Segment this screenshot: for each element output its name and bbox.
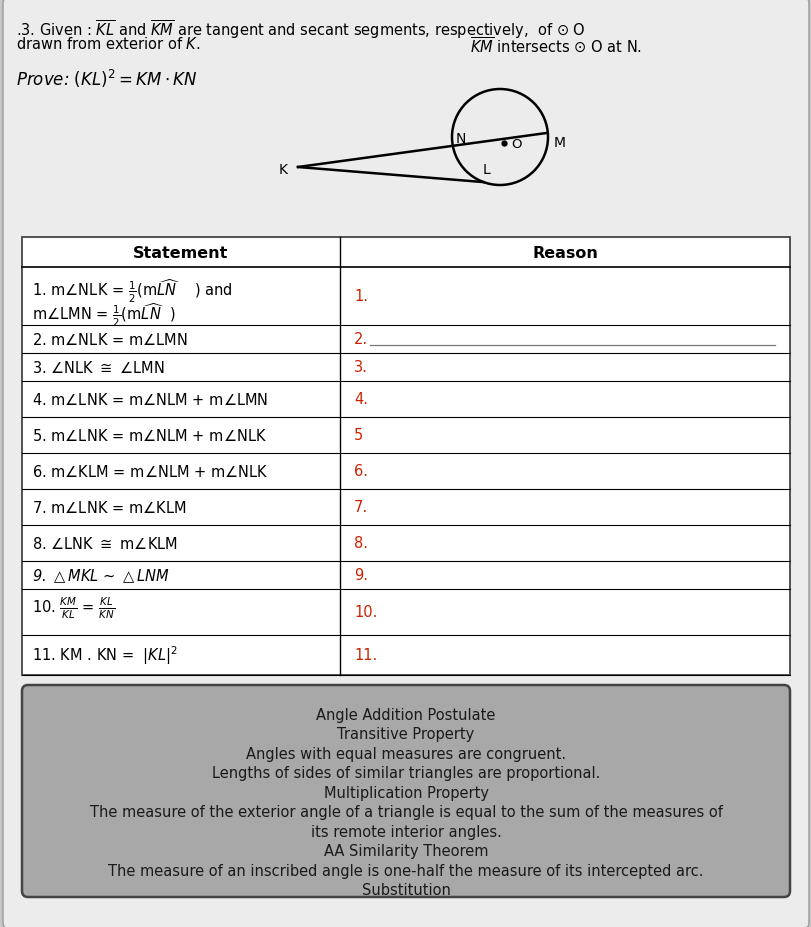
FancyBboxPatch shape: [22, 685, 790, 897]
Text: 10. $\frac{KM}{KL}$ = $\frac{KL}{KN}$: 10. $\frac{KM}{KL}$ = $\frac{KL}{KN}$: [32, 595, 115, 621]
Text: 1.: 1.: [354, 289, 368, 304]
Text: Substitution: Substitution: [362, 883, 450, 897]
Text: The measure of an inscribed angle is one-half the measure of its intercepted arc: The measure of an inscribed angle is one…: [108, 863, 704, 878]
FancyBboxPatch shape: [3, 0, 809, 927]
Text: 6. m$\angle$KLM = m$\angle$NLM + m$\angle$NLK: 6. m$\angle$KLM = m$\angle$NLM + m$\angl…: [32, 464, 268, 479]
Text: 5: 5: [354, 428, 363, 443]
Text: 11.: 11.: [354, 648, 377, 663]
Text: 9. $\triangle$MKL ~ $\triangle$LNM: 9. $\triangle$MKL ~ $\triangle$LNM: [32, 566, 169, 584]
Text: 3. $\angle$NLK $\cong$ $\angle$LMN: 3. $\angle$NLK $\cong$ $\angle$LMN: [32, 360, 165, 375]
Text: Angles with equal measures are congruent.: Angles with equal measures are congruent…: [246, 746, 566, 761]
Text: 8.: 8.: [354, 536, 368, 551]
Text: 11. KM . KN =  $|KL|^2$: 11. KM . KN = $|KL|^2$: [32, 644, 178, 667]
Text: Angle Addition Postulate: Angle Addition Postulate: [316, 707, 496, 722]
Text: 2. m$\angle$NLK = m$\angle$LMN: 2. m$\angle$NLK = m$\angle$LMN: [32, 332, 187, 348]
Text: 7. m$\angle$LNK = m$\angle$KLM: 7. m$\angle$LNK = m$\angle$KLM: [32, 500, 187, 515]
Text: its remote interior angles.: its remote interior angles.: [311, 824, 501, 839]
Text: N: N: [456, 132, 466, 146]
Text: Reason: Reason: [532, 246, 598, 260]
Text: Prove: $(KL)^2 = KM \cdot KN$: Prove: $(KL)^2 = KM \cdot KN$: [16, 68, 198, 90]
Text: Transitive Property: Transitive Property: [337, 727, 474, 742]
Text: L: L: [483, 163, 491, 177]
Text: Statement: Statement: [133, 246, 229, 260]
Text: AA Similarity Theorem: AA Similarity Theorem: [324, 844, 488, 858]
Text: .3. Given : $\overline{KL}$ and $\overline{KM}$ are tangent and secant segments,: .3. Given : $\overline{KL}$ and $\overli…: [16, 18, 586, 41]
Text: 4. m$\angle$LNK = m$\angle$NLM + m$\angle$LMN: 4. m$\angle$LNK = m$\angle$NLM + m$\angl…: [32, 391, 268, 408]
Text: Lengths of sides of similar triangles are proportional.: Lengths of sides of similar triangles ar…: [212, 766, 600, 781]
Text: 3.: 3.: [354, 360, 368, 375]
Text: 8. $\angle$LNK $\cong$ m$\angle$KLM: 8. $\angle$LNK $\cong$ m$\angle$KLM: [32, 536, 178, 552]
Text: $\overline{KM}$ intersects $\odot$ O at N.: $\overline{KM}$ intersects $\odot$ O at …: [470, 36, 642, 55]
Text: 7.: 7.: [354, 500, 368, 514]
Text: m$\angle$LMN = $\frac{1}{2}$(m$\widehat{LN}$  ): m$\angle$LMN = $\frac{1}{2}$(m$\widehat{…: [32, 301, 176, 329]
Text: M: M: [554, 135, 566, 149]
Text: K: K: [279, 163, 288, 177]
Text: O: O: [511, 138, 521, 151]
Text: 9.: 9.: [354, 568, 368, 583]
Text: 10.: 10.: [354, 604, 377, 620]
Text: drawn from exterior of $K$.: drawn from exterior of $K$.: [16, 36, 200, 52]
Text: Multiplication Property: Multiplication Property: [324, 785, 488, 800]
Text: 5. m$\angle$LNK = m$\angle$NLM + m$\angle$NLK: 5. m$\angle$LNK = m$\angle$NLM + m$\angl…: [32, 427, 267, 443]
Text: The measure of the exterior angle of a triangle is equal to the sum of the measu: The measure of the exterior angle of a t…: [89, 805, 723, 819]
Text: 2.: 2.: [354, 332, 368, 347]
Text: 4.: 4.: [354, 392, 368, 407]
FancyBboxPatch shape: [22, 237, 790, 675]
Text: 1. m$\angle$NLK = $\frac{1}{2}$(m$\widehat{LN}$    ) and: 1. m$\angle$NLK = $\frac{1}{2}$(m$\wideh…: [32, 278, 233, 305]
Text: 6.: 6.: [354, 464, 368, 479]
